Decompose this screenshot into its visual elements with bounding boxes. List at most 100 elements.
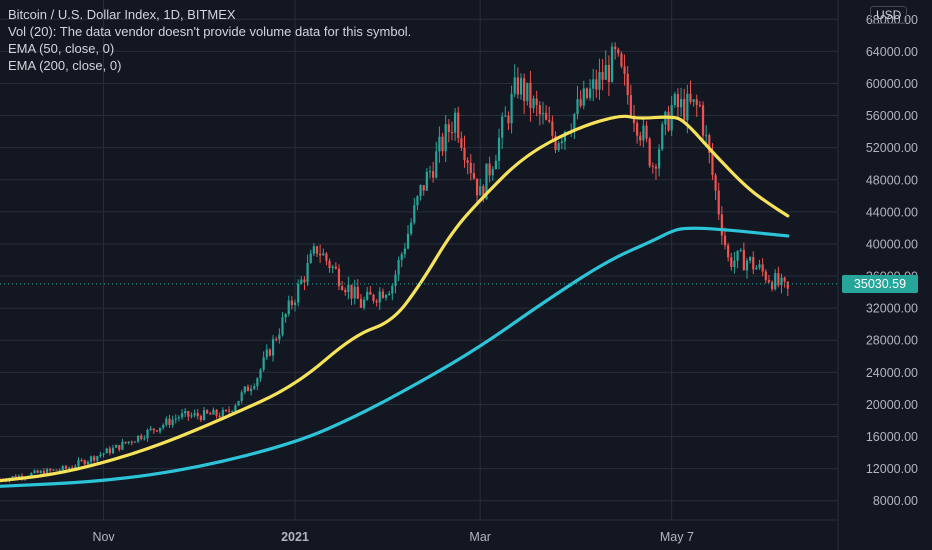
ema50-indicator-label[interactable]: EMA (50, close, 0) — [8, 41, 115, 56]
candle-body — [491, 169, 494, 176]
candle-body — [89, 456, 93, 462]
candle-body — [736, 250, 739, 261]
candle-body — [237, 400, 240, 406]
candle-body — [397, 259, 400, 275]
candle-body — [108, 448, 111, 454]
candle-body — [168, 418, 171, 425]
candle-body — [403, 248, 406, 255]
candle-body — [428, 171, 432, 173]
candle-body — [733, 260, 736, 267]
candle-body — [469, 162, 472, 173]
y-tick-label: 24000.00 — [866, 366, 918, 380]
candle-body — [187, 411, 190, 417]
candle-body — [127, 441, 130, 444]
candle-body — [83, 460, 86, 465]
candle-body — [328, 260, 331, 269]
candle-body — [488, 163, 491, 176]
x-tick-label: Mar — [469, 530, 491, 544]
candle-body — [143, 438, 146, 440]
candle-body — [366, 291, 369, 300]
candle-body — [406, 233, 410, 249]
candle-body — [432, 171, 435, 178]
candle-body — [504, 115, 507, 117]
candle-body — [761, 264, 764, 272]
candle-body — [180, 413, 184, 418]
candle-body — [629, 95, 632, 116]
candle-body — [86, 461, 89, 465]
candle-body — [438, 136, 441, 152]
candle-body — [39, 470, 42, 473]
candle-body — [115, 445, 118, 448]
candle-body — [58, 470, 61, 472]
candle-body — [705, 135, 708, 137]
candle-body — [479, 186, 482, 196]
candle-body — [714, 175, 717, 191]
candle-body — [472, 172, 476, 179]
candle-body — [315, 246, 319, 254]
candle-body — [102, 453, 105, 455]
candle-body — [658, 149, 661, 169]
candle-body — [177, 417, 180, 419]
candle-body — [375, 300, 378, 303]
candle-body — [541, 113, 545, 115]
candle-body — [639, 135, 642, 141]
candle-body — [353, 286, 356, 299]
candle-body — [71, 467, 74, 469]
candle-body — [623, 66, 626, 74]
candle-body — [720, 214, 723, 236]
candle-body — [723, 235, 727, 246]
symbol-title[interactable]: Bitcoin / U.S. Dollar Index, 1D, BITMEX — [8, 7, 236, 22]
ema200-indicator-label[interactable]: EMA (200, close, 0) — [8, 58, 122, 73]
candle-body — [758, 264, 761, 268]
ema50-line — [0, 114, 790, 483]
candle-body — [77, 460, 80, 467]
currency-badge[interactable]: USD — [870, 6, 908, 24]
candle-body — [651, 165, 654, 167]
candle-body — [64, 466, 68, 469]
volume-indicator-label[interactable]: Vol (20): The data vendor doesn't provid… — [8, 24, 412, 39]
candle-body — [61, 466, 64, 471]
candle-body — [275, 339, 278, 341]
candle-body — [190, 415, 193, 417]
candle-body — [268, 349, 272, 356]
candle-body — [146, 429, 149, 439]
candle-body — [588, 88, 592, 98]
candle-body — [749, 257, 752, 261]
candle-body — [786, 281, 789, 289]
candle-body — [554, 135, 557, 151]
candle-body — [271, 339, 275, 356]
candle-body — [111, 447, 115, 454]
candle-body — [548, 119, 551, 122]
candle-body — [626, 73, 629, 96]
candle-body — [228, 410, 231, 412]
candle-body — [560, 141, 563, 144]
y-tick-label: 40000.00 — [866, 237, 918, 251]
y-tick-label: 28000.00 — [866, 334, 918, 348]
candle-body — [184, 411, 187, 414]
candle-body — [494, 160, 497, 170]
candle-body — [152, 428, 155, 431]
candle-body — [196, 413, 199, 417]
candle-body — [55, 469, 58, 471]
candle-body — [136, 435, 140, 442]
candle-body — [460, 138, 463, 148]
candle-body — [93, 456, 96, 461]
candle-body — [202, 410, 206, 421]
y-tick-label: 20000.00 — [866, 398, 918, 412]
candle-body — [337, 268, 341, 287]
candle-body — [309, 253, 312, 263]
candle-body — [711, 152, 714, 176]
candle-body — [105, 448, 108, 454]
candle-body — [573, 113, 576, 132]
candle-body — [30, 473, 33, 477]
candle-body — [165, 418, 168, 425]
candle-body — [730, 257, 733, 267]
candle-body — [604, 64, 607, 80]
candle-body — [394, 274, 397, 286]
candle-body — [322, 253, 325, 256]
candle-body — [297, 283, 300, 303]
candle-body — [121, 441, 124, 450]
candle-body — [341, 286, 344, 290]
